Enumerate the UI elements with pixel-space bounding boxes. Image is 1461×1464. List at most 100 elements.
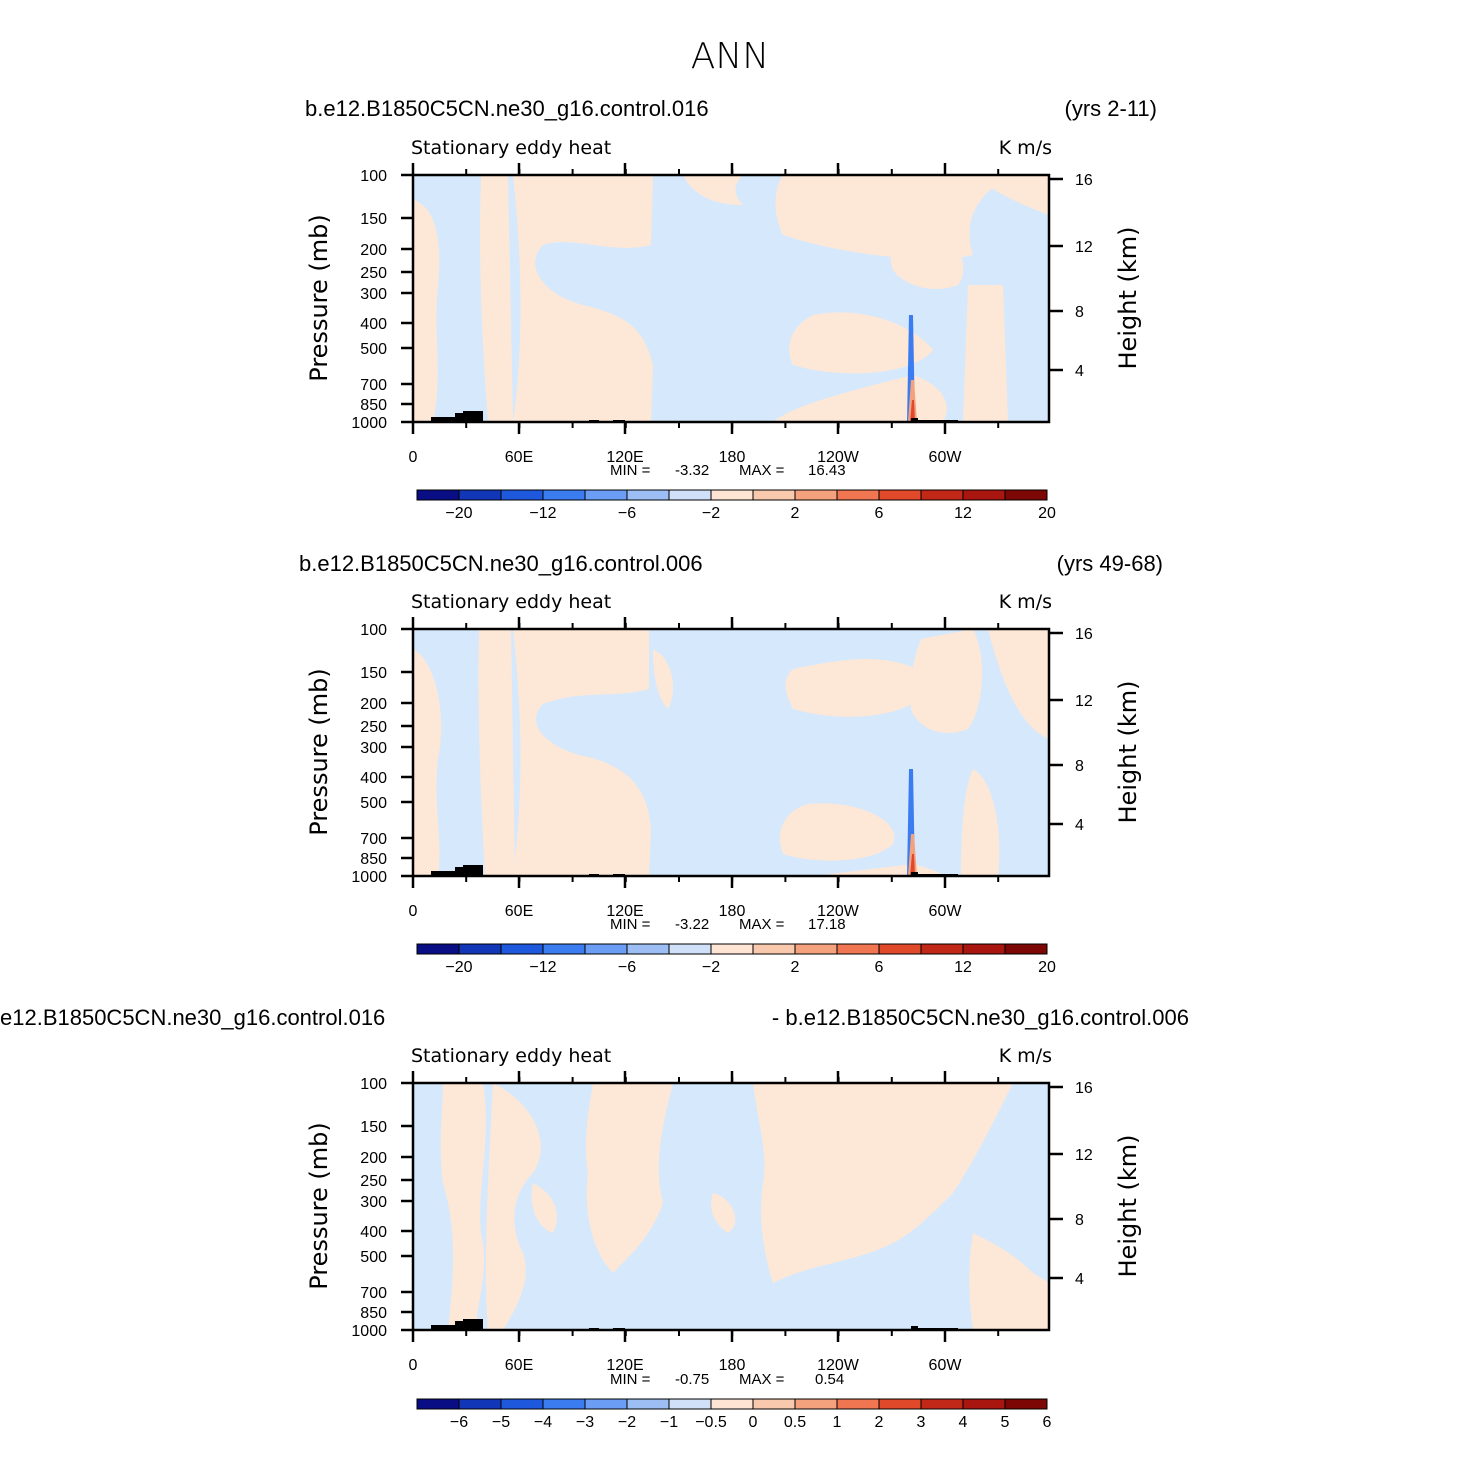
colorbar-label: −6 <box>450 1414 468 1431</box>
contour-fill-max <box>910 400 915 422</box>
y-right-tick-label: 16 <box>1075 1080 1093 1097</box>
y-tick-label: 1000 <box>351 869 387 886</box>
colorbar-segment <box>416 1398 460 1410</box>
y-right-tick-label: 8 <box>1075 1212 1084 1229</box>
contour-fill-positive <box>440 1083 486 1330</box>
colorbar-segment <box>1004 489 1048 501</box>
colorbar-segment <box>584 943 628 955</box>
colorbar-label: −20 <box>445 959 472 976</box>
y-tick-label: 400 <box>360 1224 387 1241</box>
contour-fill-positive <box>413 200 440 422</box>
colorbar-segment <box>752 943 796 955</box>
colorbar-label: 20 <box>1038 505 1056 522</box>
y-tick-label: 700 <box>360 1285 387 1302</box>
colorbar: −20 −12 −6 −2 2 6 12 20 <box>416 489 1056 522</box>
colorbar-label: 2 <box>791 959 800 976</box>
y-right-tick-label: 8 <box>1075 304 1084 321</box>
colorbar-segment <box>500 1398 544 1410</box>
min-value: -3.22 <box>675 916 709 933</box>
panel-title-right: - b.e12.B1850C5CN.ne30_g16.control.006 <box>772 1005 1189 1030</box>
x-tick-label: 60E <box>505 449 533 466</box>
x-tick-label: 120W <box>817 1357 860 1374</box>
panel-title-right: (yrs 49-68) <box>1057 551 1163 576</box>
contour-fill-positive <box>773 375 947 422</box>
figure-title: ANN <box>691 36 770 77</box>
y-tick-label: 850 <box>360 1305 387 1322</box>
colorbar-segment <box>458 489 502 501</box>
colorbar-segment <box>794 943 838 955</box>
y-tick-label: 400 <box>360 770 387 787</box>
colorbar-segment <box>668 489 712 501</box>
y-right-tick-label: 12 <box>1075 239 1093 256</box>
colorbar-segment <box>584 489 628 501</box>
colorbar-segment <box>542 1398 586 1410</box>
y-right-tick-label: 4 <box>1075 1271 1084 1288</box>
y-axis-right-label: Height (km) <box>1114 1135 1142 1278</box>
y-axis-label: Pressure (mb) <box>305 668 333 835</box>
colorbar-label: −20 <box>445 505 472 522</box>
colorbar-label: 12 <box>954 505 972 522</box>
colorbar: −20 −12 −6 −2 2 6 12 20 <box>416 943 1056 976</box>
contour-fill-positive <box>478 629 515 876</box>
contour-plot: 0 60E 120E 180 120W 60W 100 150 200 250 300 400 500 7… <box>351 617 1093 920</box>
colorbar-segment <box>794 489 838 501</box>
y-tick-label: 700 <box>360 377 387 394</box>
contour-fill-positive <box>711 1193 736 1233</box>
contour-fill-positive <box>910 629 983 733</box>
y-tick-label: 500 <box>360 795 387 812</box>
colorbar-label: −2 <box>618 1414 636 1431</box>
x-tick-label: 120W <box>817 449 860 466</box>
colorbar-label: 3 <box>917 1414 926 1431</box>
y-right-tick-label: 16 <box>1075 626 1093 643</box>
min-value: -0.75 <box>675 1371 709 1388</box>
y-right-tick-label: 4 <box>1075 363 1084 380</box>
y-axis-label: Pressure (mb) <box>305 1122 333 1289</box>
contour-fill-positive <box>963 285 1008 422</box>
colorbar-segment <box>878 489 922 501</box>
y-tick-label: 850 <box>360 397 387 414</box>
x-tick-label: 120W <box>817 903 860 920</box>
contour-fill-positive <box>683 175 743 205</box>
y-tick-label: 700 <box>360 831 387 848</box>
contour-fill-positive <box>413 649 442 876</box>
colorbar-label: 20 <box>1038 959 1056 976</box>
variable-label: Stationary eddy heat <box>411 1045 611 1067</box>
x-tick-label: 120E <box>606 449 643 466</box>
y-right-tick-label: 16 <box>1075 172 1093 189</box>
colorbar-segment <box>626 1398 670 1410</box>
colorbar-label: −12 <box>529 959 556 976</box>
colorbar-label: 4 <box>959 1414 968 1431</box>
colorbar-label: −6 <box>618 959 636 976</box>
y-right-tick-label: 12 <box>1075 1147 1093 1164</box>
contour-fill-positive <box>988 629 1049 739</box>
colorbar-label: −3 <box>576 1414 594 1431</box>
y-tick-label: 850 <box>360 851 387 868</box>
x-tick-label: 180 <box>719 1357 746 1374</box>
max-value: 0.54 <box>815 1371 844 1388</box>
colorbar-label: 0.5 <box>784 1414 806 1431</box>
colorbar-segment <box>962 489 1006 501</box>
contour-fill-positive <box>653 649 673 709</box>
colorbar-segment <box>542 489 586 501</box>
panel-1: b.e12.B1850C5CN.ne30_g16.control.016 (yr… <box>305 96 1157 522</box>
y-right-tick-label: 4 <box>1075 817 1084 834</box>
panel-2: b.e12.B1850C5CN.ne30_g16.control.006 (yr… <box>299 551 1163 976</box>
colorbar-segment <box>626 943 670 955</box>
colorbar-label: −2 <box>702 959 720 976</box>
colorbar-segment <box>836 943 880 955</box>
y-tick-label: 400 <box>360 316 387 333</box>
y-tick-label: 1000 <box>351 415 387 432</box>
colorbar-label: 12 <box>954 959 972 976</box>
y-tick-label: 100 <box>360 622 387 639</box>
colorbar-segment <box>962 1398 1006 1410</box>
max-value: 17.18 <box>808 916 846 933</box>
max-label: MAX = <box>739 916 785 933</box>
colorbar-segment <box>626 489 670 501</box>
colorbar-label: 0 <box>749 1414 758 1431</box>
colorbar-label: −1 <box>660 1414 678 1431</box>
colorbar-segment <box>416 489 460 501</box>
colorbar-label: 6 <box>875 959 884 976</box>
y-tick-label: 250 <box>360 719 387 736</box>
panel-title-left: b.e12.B1850C5CN.ne30_g16.control.006 <box>299 551 703 576</box>
